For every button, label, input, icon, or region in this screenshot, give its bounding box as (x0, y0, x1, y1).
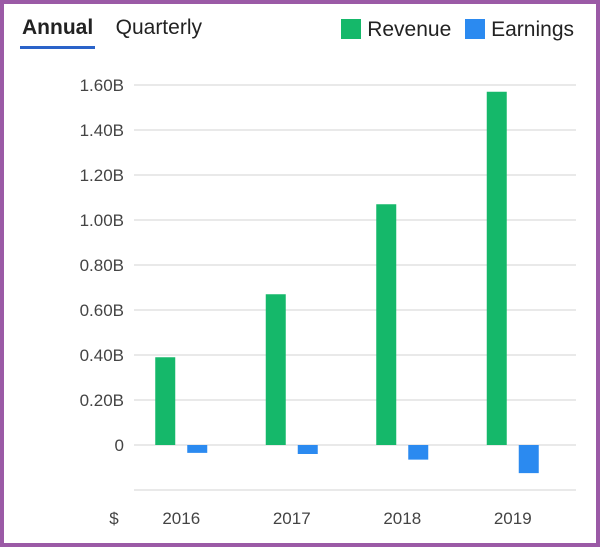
y-tick-label: 0.80B (80, 256, 124, 275)
bar-revenue-2018 (376, 204, 397, 445)
bar-revenue-2017 (265, 294, 286, 445)
chart-legend: Revenue Earnings (333, 18, 574, 42)
legend-label-earnings: Earnings (491, 18, 574, 41)
bar-revenue-2016 (155, 357, 176, 445)
legend-label-revenue: Revenue (367, 18, 452, 41)
bar-earnings-2019 (518, 445, 539, 474)
legend-item-revenue[interactable]: Revenue (341, 18, 451, 42)
y-axis-unit-label: $ (109, 509, 119, 528)
bar-earnings-2018 (408, 445, 429, 460)
bar-revenue-2019 (486, 91, 507, 445)
earnings-swatch (465, 19, 486, 39)
legend-item-earnings[interactable]: Earnings (465, 18, 574, 42)
y-tick-label: 1.40B (80, 121, 124, 140)
y-tick-label: 1.60B (80, 76, 124, 95)
y-tick-label: 1.00B (80, 211, 124, 230)
bar-earnings-2016 (187, 445, 208, 453)
revenue-swatch (341, 19, 362, 39)
x-tick-label: 2018 (383, 509, 421, 528)
period-tabs: Annual Quarterly (20, 14, 218, 49)
y-tick-label: 0.20B (80, 391, 124, 410)
y-tick-label: 0 (115, 436, 124, 455)
bar-earnings-2017 (297, 445, 318, 454)
y-tick-label: 0.60B (80, 301, 124, 320)
tab-quarterly[interactable]: Quarterly (115, 16, 202, 39)
x-tick-label: 2019 (494, 509, 532, 528)
x-tick-label: 2017 (273, 509, 311, 528)
x-tick-label: 2016 (162, 509, 200, 528)
y-tick-label: 0.40B (80, 346, 124, 365)
bar-chart: 0 0.20B 0.40B 0.60B 0.80B 1.00B 1.20B 1.40B 1.60… (80, 76, 576, 528)
tab-annual[interactable]: Annual (20, 14, 96, 49)
y-tick-label: 1.20B (80, 166, 124, 185)
